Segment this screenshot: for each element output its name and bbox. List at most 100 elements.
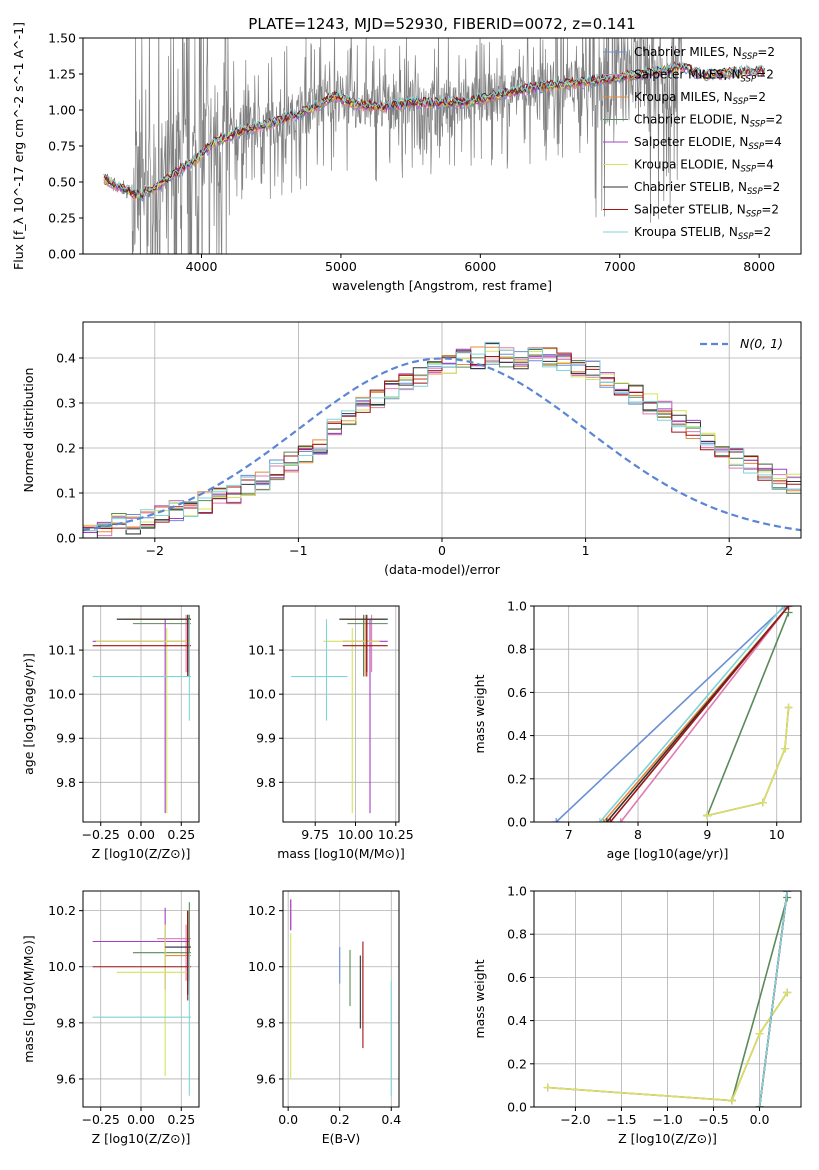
mass-weight-marker: [616, 818, 625, 822]
y-axis-label: age [log10(age/yr)]: [21, 653, 36, 775]
x-axis-label: wavelength [Angstrom, rest frame]: [332, 278, 552, 293]
legend-entry-7: Chabrier STELIB, NSSP=2: [634, 180, 780, 197]
x-tick-label: −0.25: [82, 1112, 120, 1127]
mass-vs-ebv-panel: 0.0 0.2 0.4 9.6 9.8 10.0 10.2 E(B-V): [248, 890, 401, 1146]
histogram-step-6: [83, 348, 801, 529]
mass-weight-vs-age-plot-area: [552, 606, 793, 822]
mass-weight-marker: [783, 988, 792, 997]
x-tick-label: 0.25: [167, 1112, 195, 1127]
x-tick-label: 8000: [743, 259, 775, 274]
x-tick-label: 4000: [186, 259, 218, 274]
x-tick-label: 0.25: [167, 827, 195, 842]
y-tick-label: 0.0: [507, 815, 527, 830]
axes-frame: [282, 890, 400, 1108]
legend-entry-6: Kroupa ELODIE, NSSP=4: [634, 158, 774, 175]
mass-weight-vs-Z-panel: −2.0 −1.5 −1.0 −0.5 0.0 0.0 0.2 0.4 0.6 0.8 1.0 Z […: [472, 884, 802, 1146]
x-axis-label: mass [log10(M/M⊙)]: [277, 846, 405, 861]
mass-weight-marker: [755, 1029, 764, 1038]
y-tick-label: 0.00: [48, 247, 76, 262]
x-tick-label: 0.4: [381, 1112, 401, 1127]
mass-weight-vs-Z-plot-area: [543, 891, 792, 1107]
legend-entry-5: Salpeter ELODIE, NSSP=4: [634, 135, 782, 152]
y-tick-label: 0.8: [507, 642, 527, 657]
mass-weight-marker: [543, 1083, 552, 1092]
y-tick-label: 0.0: [56, 531, 76, 546]
mass-weight-marker: [727, 1096, 736, 1105]
histogram-step-3: [83, 346, 801, 533]
mass-weight-marker: [595, 818, 604, 822]
y-tick-label: 10.0: [248, 687, 276, 702]
x-tick-label: −1.5: [606, 1112, 636, 1127]
mass-weight-line-4: [706, 612, 790, 816]
x-tick-label: 10.00: [338, 827, 374, 842]
x-tick-label: −0.25: [82, 827, 120, 842]
legend-entry-gaussian: N(0, 1): [740, 336, 783, 351]
spectrum-plot-area: [103, 38, 766, 254]
y-axis-label: mass [log10(M/M⊙)]: [21, 935, 36, 1063]
x-tick-label: 8: [634, 827, 642, 842]
y-tick-label: 9.8: [256, 775, 276, 790]
x-tick-label: 0: [438, 543, 446, 558]
legend-entry-8: Salpeter STELIB, NSSP=2: [634, 203, 779, 220]
mass-weight-line-1: [555, 606, 786, 822]
x-tick-label: 0.00: [127, 827, 155, 842]
legend-entry-2: Salpeter MILES, NSSP=2: [634, 68, 774, 85]
mass-weight-line-2: [620, 606, 790, 822]
mass-weight-marker: [779, 606, 788, 610]
x-tick-label: 7000: [604, 259, 636, 274]
x-tick-label: 0.2: [330, 1112, 350, 1127]
y-tick-label: 0.2: [507, 771, 527, 786]
residuals-plot-area: [83, 341, 801, 538]
x-tick-label: 5000: [325, 259, 357, 274]
y-tick-label: 9.9: [256, 731, 276, 746]
legend-entry-1: Chabrier MILES, NSSP=2: [634, 45, 775, 62]
y-tick-label: 1.0: [507, 599, 527, 614]
histogram-step-8: [83, 347, 801, 530]
axes-frame: [533, 605, 802, 823]
chart-title: PLATE=1243, MJD=52930, FIBERID=0072, z=0…: [248, 15, 635, 33]
mass-weight-marker: [599, 818, 608, 822]
age-vs-mass-plot-area: [291, 614, 388, 814]
y-tick-label: 10.1: [48, 643, 76, 658]
y-tick-label: 9.6: [256, 1071, 276, 1086]
x-tick-label: 2: [725, 543, 733, 558]
age-vs-Z-panel: −0.25 0.00 0.25 9.8 9.9 10.0 10.1 Z [log10(Z/Z⊙…: [21, 605, 200, 861]
y-tick-label: 10.2: [248, 903, 276, 918]
y-axis-label: mass weight: [472, 959, 487, 1038]
x-tick-label: −2: [146, 543, 164, 558]
age-vs-Z-plot-area: [92, 614, 191, 814]
y-tick-label: 9.6: [56, 1071, 76, 1086]
mass-weight-marker: [784, 606, 793, 610]
legend-entry-9: Kroupa STELIB, NSSP=2: [634, 225, 771, 242]
y-tick-label: 9.8: [56, 1015, 76, 1030]
x-axis-label: age [log10(age/yr)]: [607, 846, 729, 861]
y-axis-label: mass weight: [472, 674, 487, 753]
mass-vs-Z-panel: −0.25 0.00 0.25 9.6 9.8 10.0 10.2 Z [log10(Z/Z⊙…: [21, 890, 200, 1146]
mass-weight-line-9: [599, 606, 785, 822]
x-tick-label: 0.0: [750, 1112, 770, 1127]
x-tick-label: −1: [289, 543, 307, 558]
x-axis-label: E(B-V): [322, 1131, 361, 1146]
x-tick-label: −2.0: [560, 1112, 590, 1127]
x-tick-label: 9.75: [301, 827, 329, 842]
y-axis-label: Normed distribution: [21, 368, 36, 493]
histogram-step-5: [83, 342, 801, 534]
y-tick-label: 0.6: [507, 970, 527, 985]
x-axis-label: Z [log10(Z/Z⊙)]: [92, 1131, 191, 1146]
y-tick-label: 10.2: [48, 903, 76, 918]
y-tick-label: 0.8: [507, 927, 527, 942]
y-tick-label: 10.1: [248, 643, 276, 658]
y-tick-label: 0.4: [56, 351, 76, 366]
y-tick-label: 0.6: [507, 685, 527, 700]
mass-weight-line-4: [731, 897, 788, 1101]
residuals-panel: −2 −1 0 1 2 0.0 0.1 0.2 0.3 0.4 (data-model)/error…: [21, 321, 802, 577]
legend-entry-4: Chabrier ELODIE, NSSP=2: [634, 113, 783, 130]
mass-weight-marker: [755, 1103, 764, 1107]
y-tick-label: 9.9: [56, 731, 76, 746]
y-tick-label: 1.25: [48, 67, 76, 82]
y-tick-label: 10.0: [48, 687, 76, 702]
y-tick-label: 1.00: [48, 103, 76, 118]
axes-frame: [282, 605, 400, 823]
x-tick-label: 7: [565, 827, 573, 842]
